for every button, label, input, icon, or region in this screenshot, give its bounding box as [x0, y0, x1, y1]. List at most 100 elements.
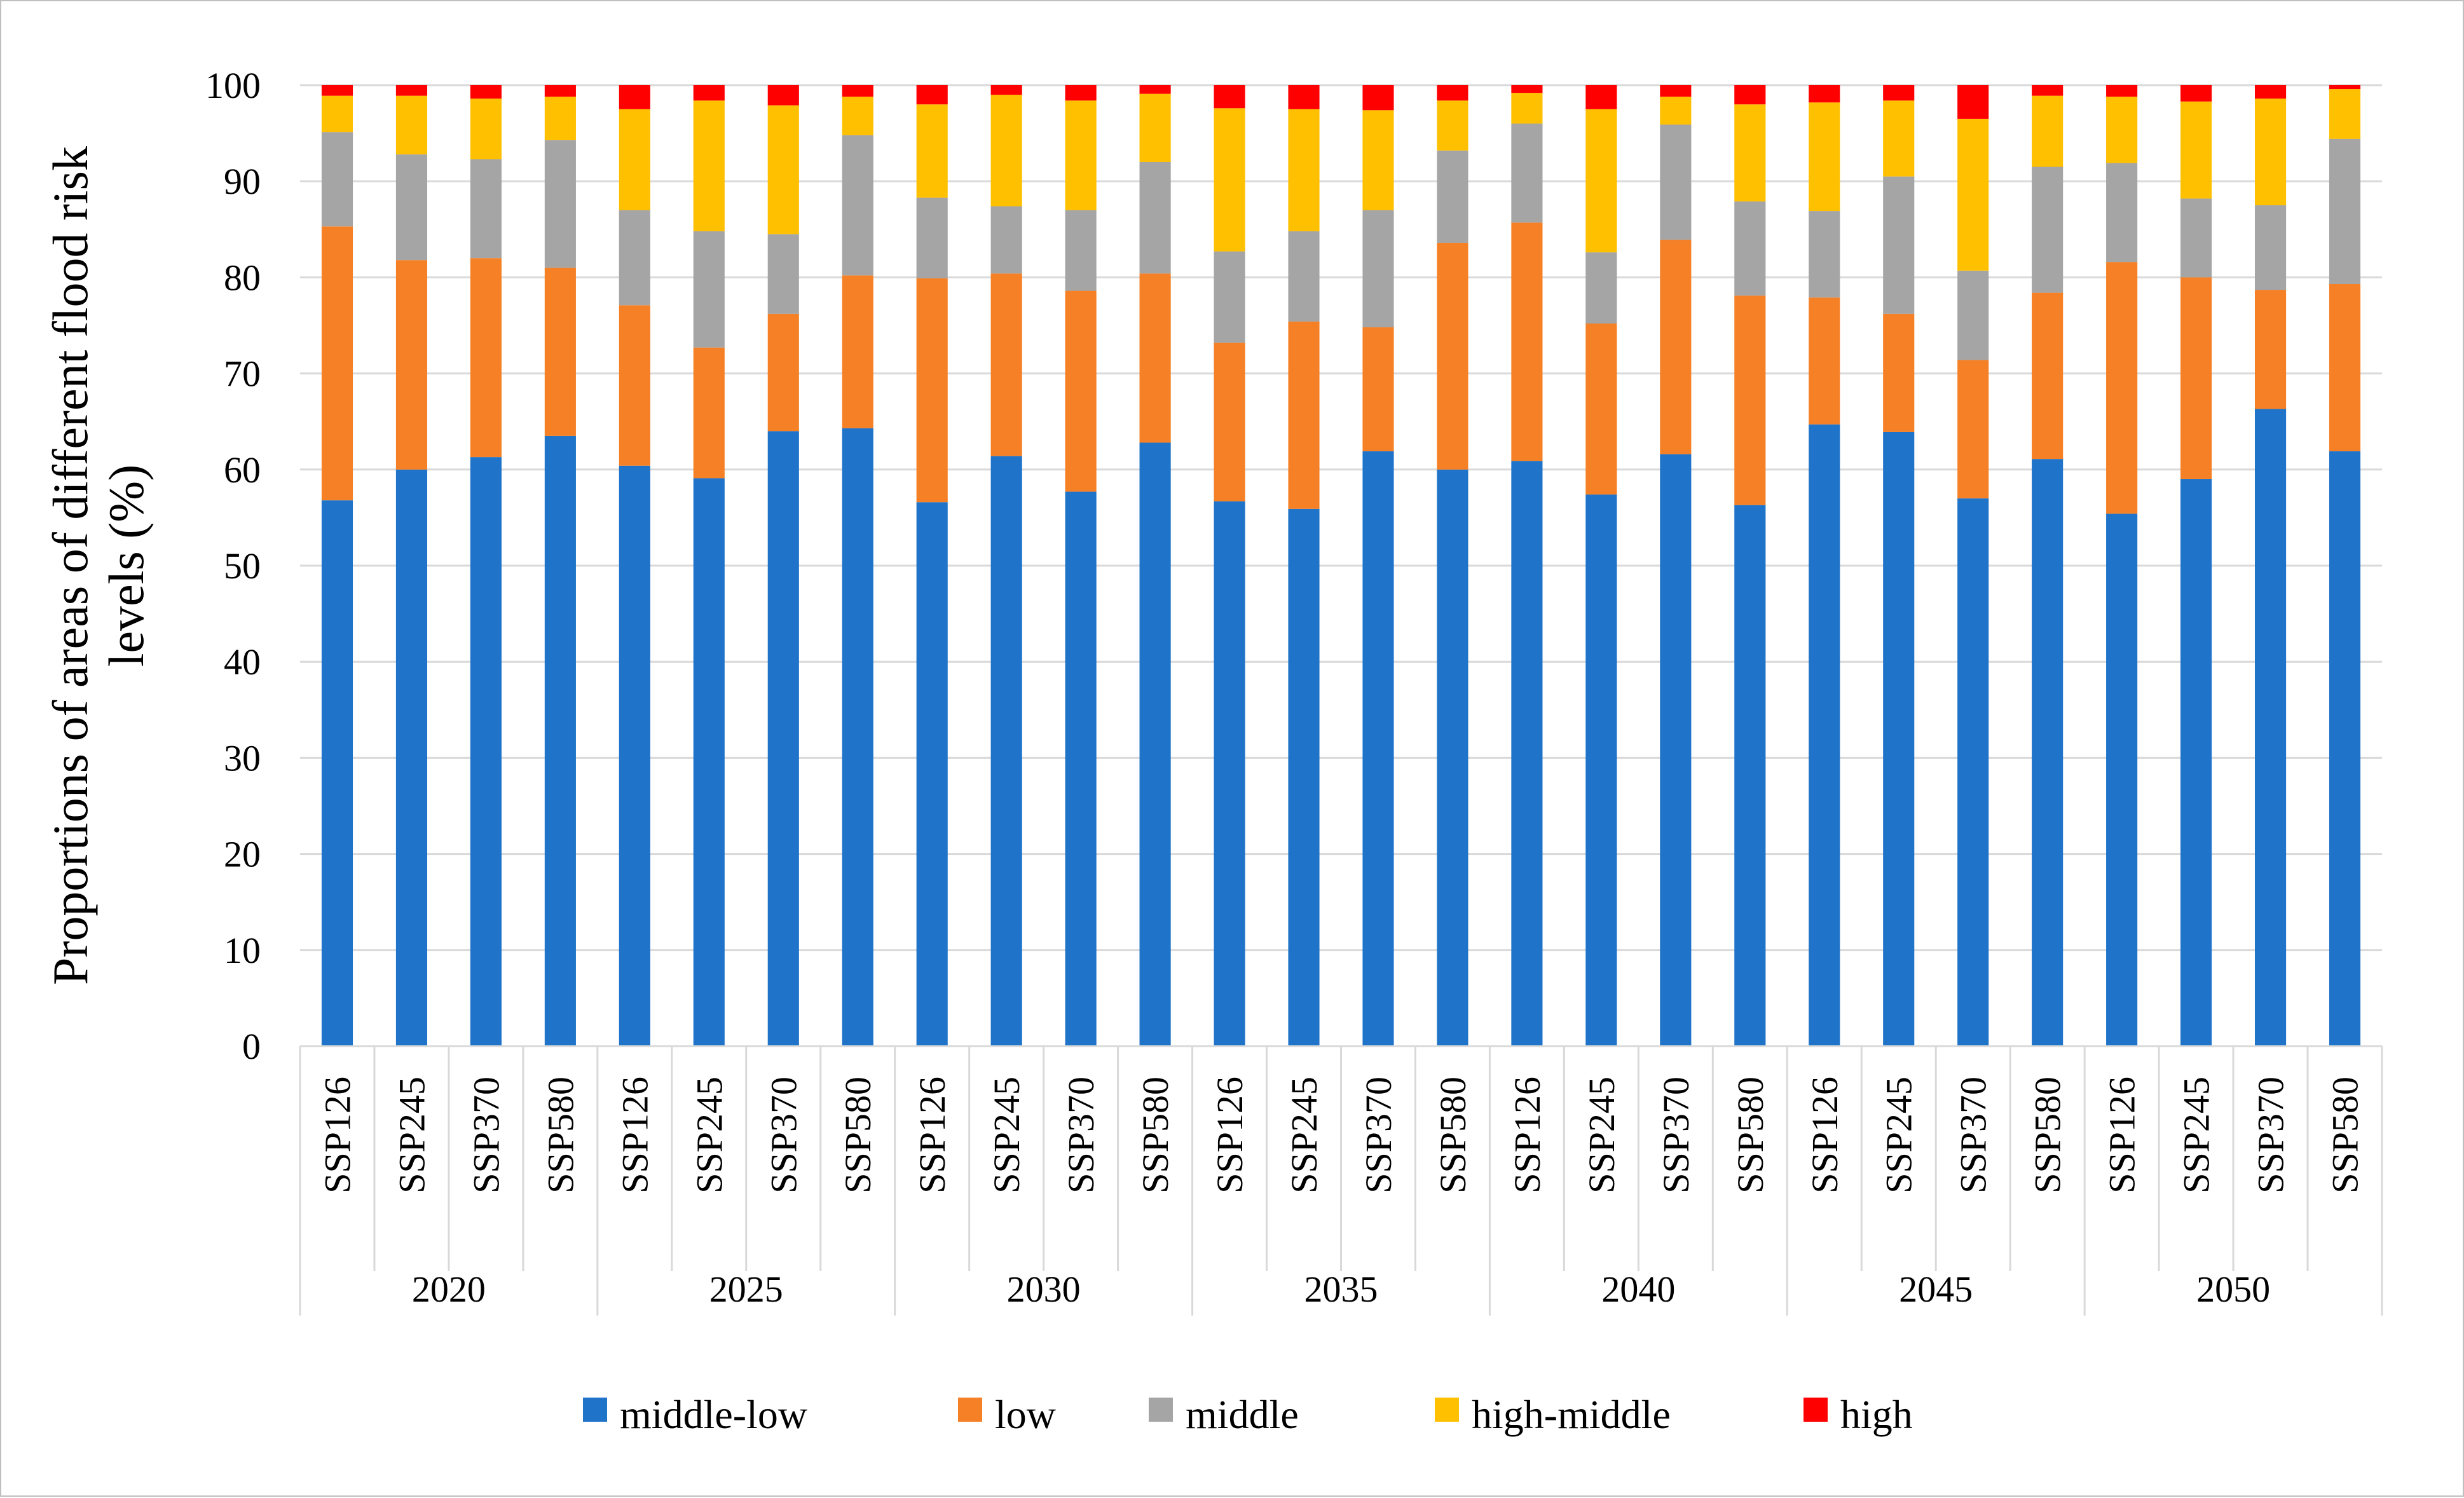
legend-swatch-middle-low: [583, 1398, 607, 1422]
bar-low-2050-SSP580: [2329, 283, 2361, 452]
bar-high-2035-SSP245: [1288, 85, 1320, 109]
bar-high-middle-2040-SSP580: [1734, 104, 1766, 201]
bar-middle-low-2025-SSP370: [767, 431, 799, 1046]
x-group-label-2020: 2020: [412, 1269, 486, 1310]
bar-middle-2040-SSP126: [1511, 123, 1543, 223]
bar-middle-low-2025-SSP245: [693, 478, 725, 1046]
bar-high-2025-SSP580: [842, 85, 873, 97]
bar-middle-low-2040-SSP580: [1734, 505, 1766, 1046]
legend-swatch-low: [958, 1398, 982, 1422]
x-group-label-2025: 2025: [709, 1269, 783, 1310]
bar-low-2030-SSP580: [1139, 273, 1171, 443]
bar-high-2040-SSP245: [1585, 85, 1617, 109]
bar-low-2025-SSP245: [693, 347, 725, 479]
bar-middle-low-2025-SSP126: [619, 465, 650, 1046]
bar-middle-2050-SSP245: [2180, 198, 2212, 278]
bar-high-2020-SSP580: [544, 85, 576, 97]
bar-high-middle-2035-SSP126: [1214, 108, 1245, 252]
bar-low-2020-SSP245: [395, 260, 428, 470]
bar-middle-low-2020-SSP580: [544, 435, 576, 1046]
bar-middle-2045-SSP580: [2032, 167, 2064, 293]
bar-high-2035-SSP370: [1362, 85, 1394, 111]
bar-middle-low-2020-SSP370: [470, 457, 502, 1046]
bar-middle-2020-SSP580: [544, 140, 576, 268]
bar-high-middle-2040-SSP245: [1585, 109, 1617, 253]
bar-high-middle-2030-SSP126: [916, 104, 948, 198]
bar-low-2040-SSP580: [1734, 296, 1766, 505]
x-category-labels: SSP126 SSP245 SSP370 SSP580 SSP126 SSP245 SSP3…: [317, 1077, 2365, 1194]
legend-swatch-high: [1804, 1398, 1828, 1422]
y-tick-label-60: 60: [224, 449, 261, 491]
x-category-label-2025-SSP580: SSP580: [837, 1077, 879, 1194]
y-tick-label-50: 50: [224, 545, 261, 587]
x-category-label-2045-SSP126: SSP126: [1804, 1077, 1845, 1194]
bar-high-middle-2045-SSP245: [1883, 100, 1915, 177]
bar-high-2020-SSP370: [470, 85, 502, 99]
bar-high-2030-SSP580: [1139, 85, 1171, 94]
bar-low-2025-SSP370: [767, 313, 799, 432]
y-tick-labels: 0 10 20 30 40 50 60 70 80 90 100: [205, 65, 261, 1067]
x-category-label-2040-SSP370: SSP370: [1655, 1077, 1697, 1194]
bar-high-2045-SSP245: [1883, 85, 1915, 101]
bar-middle-2020-SSP126: [321, 132, 353, 227]
bar-high-2045-SSP370: [1957, 85, 1989, 119]
bar-middle-low-2030-SSP370: [1065, 491, 1097, 1046]
bar-high-2050-SSP370: [2254, 85, 2287, 99]
y-tick-label-0: 0: [242, 1026, 261, 1067]
bar-middle-2040-SSP245: [1585, 252, 1617, 323]
bar-high-2020-SSP245: [395, 85, 428, 96]
bar-middle-2035-SSP580: [1437, 150, 1468, 243]
bar-high-middle-2050-SSP370: [2254, 99, 2287, 205]
bar-middle-low-2040-SSP370: [1660, 454, 1692, 1046]
bar-low-2040-SSP126: [1511, 222, 1543, 461]
bar-middle-2040-SSP370: [1660, 124, 1692, 240]
y-axis-label-line-1: Proportions of areas of different flood …: [43, 146, 98, 985]
bar-middle-low-2050-SSP370: [2254, 409, 2287, 1046]
bar-low-2045-SSP580: [2032, 292, 2064, 460]
bar-high-middle-2020-SSP370: [470, 99, 502, 160]
bar-middle-low-2035-SSP370: [1362, 451, 1394, 1046]
bar-middle-2035-SSP370: [1362, 210, 1394, 328]
bar-middle-low-2035-SSP580: [1437, 469, 1468, 1046]
bar-high-2030-SSP126: [916, 85, 948, 105]
bar-low-2035-SSP245: [1288, 321, 1320, 509]
legend-label-high-middle: high-middle: [1472, 1392, 1671, 1437]
bar-low-2045-SSP126: [1809, 297, 1840, 425]
bar-low-2025-SSP580: [842, 275, 873, 428]
bar-high-middle-2045-SSP370: [1957, 118, 1989, 271]
bar-middle-2020-SSP245: [395, 154, 428, 261]
bar-middle-2025-SSP370: [767, 234, 799, 314]
bar-high-middle-2020-SSP126: [321, 95, 353, 133]
legend-swatch-high-middle: [1435, 1398, 1459, 1422]
bar-high-2020-SSP126: [321, 85, 353, 96]
y-tick-label-90: 90: [224, 161, 261, 202]
bar-high-2050-SSP126: [2106, 85, 2138, 97]
bar-high-2045-SSP126: [1809, 85, 1840, 103]
bar-low-2045-SSP245: [1883, 313, 1915, 432]
bar-high-middle-2050-SSP580: [2329, 89, 2361, 139]
legend-label-middle-low: middle-low: [620, 1392, 807, 1437]
y-tick-label-20: 20: [224, 834, 261, 875]
bar-middle-2030-SSP245: [990, 206, 1022, 274]
bar-middle-2035-SSP245: [1288, 231, 1320, 322]
x-category-label-2030-SSP370: SSP370: [1060, 1077, 1102, 1194]
bar-middle-low-2025-SSP580: [842, 428, 873, 1046]
bar-low-2030-SSP245: [990, 273, 1022, 456]
bar-middle-low-2045-SSP126: [1809, 424, 1840, 1046]
legend-label-high: high: [1840, 1392, 1913, 1437]
x-group-label-2050: 2050: [2196, 1269, 2270, 1310]
bar-low-2050-SSP126: [2106, 262, 2138, 514]
bar-high-2050-SSP580: [2329, 85, 2361, 90]
bar-high-middle-2020-SSP245: [395, 95, 428, 154]
bar-low-2030-SSP370: [1065, 290, 1097, 492]
bar-middle-2030-SSP580: [1139, 161, 1171, 274]
x-category-label-2045-SSP245: SSP245: [1879, 1077, 1920, 1194]
bar-high-middle-2030-SSP245: [990, 95, 1022, 207]
bar-middle-low-2020-SSP245: [395, 469, 428, 1046]
bar-middle-low-2030-SSP126: [916, 502, 948, 1046]
bar-low-2040-SSP245: [1585, 323, 1617, 495]
bar-high-2035-SSP126: [1214, 85, 1245, 109]
y-tick-label-80: 80: [224, 257, 261, 298]
